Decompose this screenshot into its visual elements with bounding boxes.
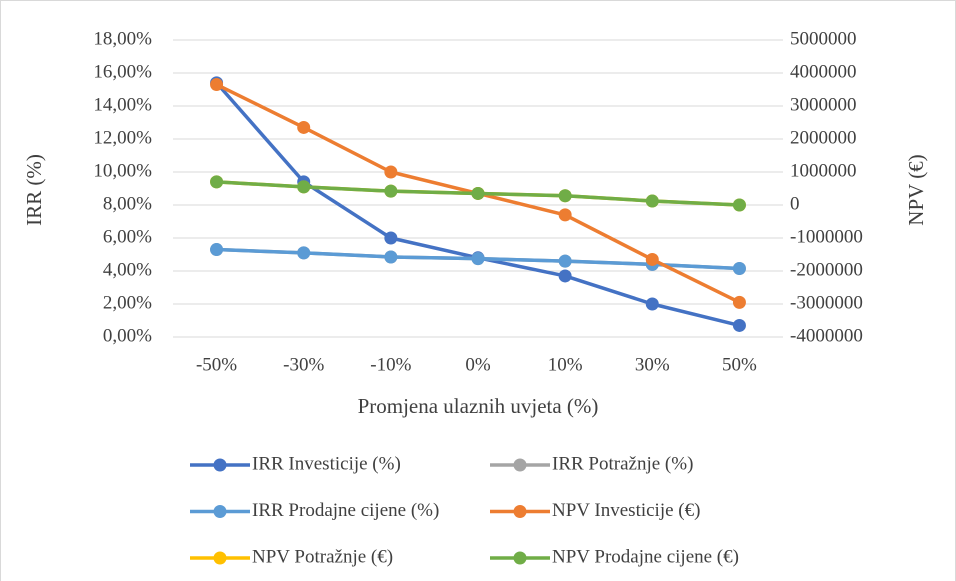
legend-label: NPV Potražnje (€): [252, 546, 393, 567]
x-tick-label: 50%: [722, 354, 757, 375]
data-point: [210, 175, 224, 189]
data-point: [297, 246, 311, 260]
legend-label: NPV Investicije (€): [552, 500, 700, 521]
x-tick-label: -10%: [370, 354, 411, 375]
x-tick-label: -30%: [283, 354, 324, 375]
y2-tick-label: -2000000: [790, 259, 863, 280]
y-axis-label: IRR (%): [22, 154, 46, 226]
legend-marker: [513, 551, 527, 565]
y2-tick-label: 1000000: [790, 160, 857, 181]
legend-marker: [513, 505, 527, 518]
x-tick-label: 0%: [465, 354, 491, 375]
data-point: [210, 243, 224, 257]
y2-tick-label: 0: [790, 193, 800, 214]
legend-marker: [213, 505, 227, 518]
legend-marker: [513, 458, 527, 472]
data-point: [645, 252, 659, 266]
y2-axis-label: NPV (€): [904, 154, 928, 225]
data-point: [558, 269, 572, 283]
data-point: [384, 231, 398, 245]
data-point: [471, 252, 485, 266]
x-tick-label: 10%: [548, 354, 583, 375]
data-point: [297, 180, 311, 194]
data-point: [558, 208, 572, 222]
data-point: [558, 189, 572, 203]
y-tick-label: 10,00%: [93, 160, 152, 181]
data-point: [732, 198, 746, 212]
y-tick-label: 14,00%: [93, 94, 152, 115]
y2-tick-label: -1000000: [790, 226, 863, 247]
y-tick-label: 6,00%: [103, 226, 152, 247]
y-tick-label: 4,00%: [103, 259, 152, 280]
y2-tick-label: 2000000: [790, 127, 857, 148]
x-tick-label: -50%: [196, 354, 237, 375]
y-tick-label: 12,00%: [93, 127, 152, 148]
data-point: [558, 254, 572, 268]
x-tick-label: 30%: [635, 354, 670, 375]
data-point: [471, 186, 485, 200]
x-axis-label: Promjena ulaznih uvjeta (%): [358, 394, 599, 418]
y2-tick-label: 5000000: [790, 28, 857, 49]
data-point: [384, 184, 398, 198]
y-tick-label: 16,00%: [93, 61, 152, 82]
y-tick-label: 18,00%: [93, 28, 152, 49]
legend-marker: [213, 551, 227, 565]
data-point: [645, 194, 659, 208]
legend-marker: [213, 458, 227, 472]
data-point: [645, 297, 659, 311]
data-point: [297, 120, 311, 134]
data-point: [210, 78, 224, 92]
data-point: [384, 250, 398, 264]
y2-tick-label: -3000000: [790, 292, 863, 313]
data-point: [732, 318, 746, 332]
y-tick-label: 2,00%: [103, 292, 152, 313]
legend-label: NPV Prodajne cijene (€): [552, 546, 739, 567]
y2-tick-label: 3000000: [790, 94, 857, 115]
legend-label: IRR Potražnje (%): [552, 453, 693, 474]
data-point: [384, 165, 398, 179]
y-tick-label: 0,00%: [103, 325, 152, 346]
legend-label: IRR Investicije (%): [252, 453, 401, 474]
legend-label: IRR Prodajne cijene (%): [252, 500, 439, 521]
y2-tick-label: -4000000: [790, 325, 863, 346]
data-point: [732, 262, 746, 276]
data-point: [732, 295, 746, 309]
y2-tick-label: 4000000: [790, 61, 857, 82]
y-tick-label: 8,00%: [103, 193, 152, 214]
